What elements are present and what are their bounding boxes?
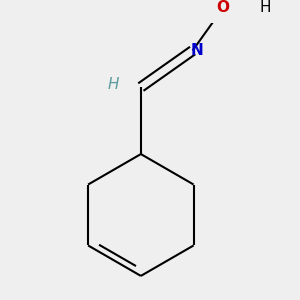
Text: H: H	[260, 0, 272, 15]
Text: N: N	[191, 43, 204, 58]
Text: O: O	[217, 0, 230, 15]
Text: H: H	[108, 76, 119, 92]
